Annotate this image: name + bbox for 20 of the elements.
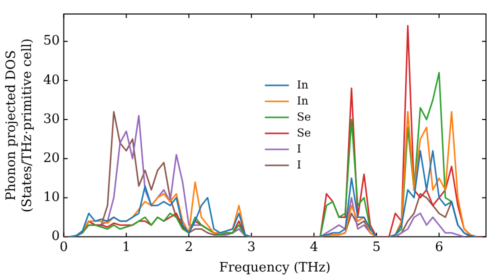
legend-label: I — [296, 142, 302, 156]
y-tick-label: 0 — [51, 229, 60, 244]
x-tick-label: 1 — [122, 240, 130, 255]
legend-label: In — [296, 94, 308, 108]
legend-label: Se — [296, 110, 311, 124]
y-tick-label: 10 — [43, 190, 60, 206]
x-tick-label: 2 — [184, 240, 193, 255]
legend-label: In — [296, 78, 308, 92]
x-tick-label: 4 — [310, 240, 318, 255]
y-tick-label: 20 — [43, 151, 60, 166]
x-axis-title: Frequency (THz) — [219, 260, 331, 276]
y-tick-label: 30 — [43, 112, 60, 127]
y-tick-label: 50 — [43, 34, 60, 49]
legend-label: I — [296, 158, 302, 172]
x-tick-label: 3 — [247, 240, 256, 255]
legend-label: Se — [296, 126, 311, 140]
y-tick-label: 40 — [43, 72, 60, 88]
x-tick-label: 5 — [372, 240, 381, 255]
y-axis-title: Phonon projected DOS (States/THz·primitive cell) — [4, 38, 35, 212]
x-tick-label: 6 — [434, 240, 444, 255]
